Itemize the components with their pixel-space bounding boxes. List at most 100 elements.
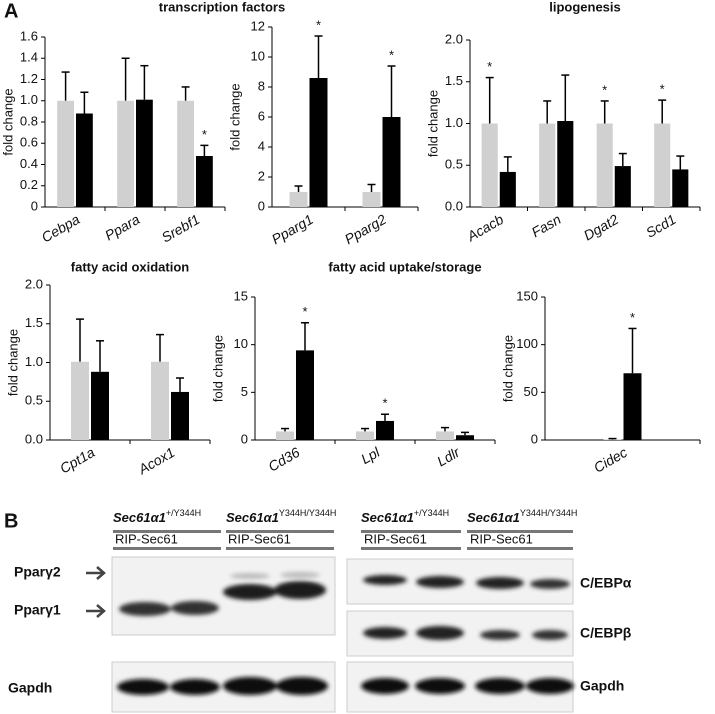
bar [117,100,134,207]
bar [382,117,401,207]
bar [614,166,631,207]
group-bar [113,547,221,550]
bar [499,171,516,207]
group-genotype: Sec61α1Y344H/Y344H [226,508,336,525]
group-genotype: Sec61α1+/Y344H [361,508,449,525]
charts: transcription factors fold change 0 0.2 0.4 0… [0,0,701,478]
arrow [86,566,106,580]
y-tick-label: 0.4 [20,156,38,171]
y-tick-label: 1.0 [25,354,43,369]
bar [171,391,189,440]
bar [672,169,689,207]
group-construct: RIP-Sec61 [115,531,178,546]
bar [91,371,109,440]
y-tick-label: 0 [258,198,265,213]
group-bar [226,547,334,550]
significance-marker: * [302,304,307,319]
bar [57,100,74,207]
bar [309,78,328,207]
y-tick-label: 10 [234,336,248,351]
x-tick-label: Cidec [591,444,630,476]
y-axis-label: fold change [227,83,242,150]
panel-label: A [4,0,18,22]
x-tick-label: Pparg1 [269,211,316,247]
significance-marker: * [660,82,665,97]
significance-marker: * [630,310,635,325]
significance-marker: * [602,82,607,97]
y-tick-label: 8 [258,78,265,93]
y-tick-label: 15 [234,288,248,303]
significance-marker: * [382,396,387,411]
bar [539,123,556,207]
significance-marker: * [316,17,321,32]
y-tick-label: 2.0 [445,31,463,46]
y-tick-label: 12 [251,18,265,33]
chart-title: lipogenesis [549,0,621,14]
bar [436,431,454,440]
bar [136,99,153,207]
group-bar [226,530,334,533]
y-axis-label: fold change [5,329,20,396]
x-tick-label: Dgat2 [581,211,622,244]
y-axis-label: fold change [210,335,225,402]
y-axis-label: fold change [0,88,15,155]
band-label: Pparγ2 [14,564,61,580]
significance-marker: * [487,59,492,74]
y-tick-label: 50 [524,384,538,399]
y-tick-label: 0 [31,198,38,213]
x-tick-label: Scd1 [643,211,679,241]
band-label: C/EBPβ [580,625,632,641]
x-tick-label: Acox1 [135,444,178,478]
bar [289,192,308,207]
y-tick-label: 100 [516,336,538,351]
y-tick-label: 1.5 [25,315,43,330]
y-axis-label: fold change [500,335,515,402]
bar [356,431,374,440]
panel-label: B [4,510,18,532]
group-bar [361,547,461,550]
x-tick-label: Lpl [358,444,383,468]
significance-marker: * [389,47,394,62]
bar [151,361,169,440]
y-tick-label: 1.5 [445,73,463,88]
bar [623,373,642,440]
group-bar [467,530,573,533]
y-tick-label: 0.2 [20,177,38,192]
x-tick-label: Pparg2 [342,211,389,248]
bar [596,123,613,207]
band-label: Pparγ1 [14,602,61,618]
y-tick-label: 150 [516,288,538,303]
x-tick-label: Cd36 [265,444,302,475]
x-tick-label: Ppara [102,211,143,244]
y-tick-label: 0 [531,431,538,446]
group-bar [467,547,573,550]
y-tick-label: 1.4 [20,50,38,65]
bands [117,572,574,695]
y-tick-label: 4 [258,138,265,153]
significance-marker: * [202,127,207,142]
bar [196,156,213,207]
bar [76,113,93,207]
group-genotype: Sec61α1+/Y344H [113,508,201,525]
chart-title: fatty acid uptake/storage [328,259,481,274]
bar [362,192,381,207]
y-tick-label: 1.2 [20,71,38,86]
group-construct: RIP-Sec61 [228,531,291,546]
group-bar [113,530,221,533]
bar [177,100,194,207]
y-tick-label: 5 [241,384,248,399]
x-tick-label: Srebf1 [159,211,203,245]
group-construct: RIP-Sec61 [470,531,533,546]
y-tick-label: 1.6 [20,28,38,43]
group-construct: RIP-Sec61 [364,531,427,546]
bar [376,420,394,440]
y-tick-label: 10 [251,48,265,63]
y-tick-label: 6 [258,108,265,123]
bar [296,350,314,440]
band-label: Gapdh [8,680,52,696]
y-tick-label: 0.0 [445,198,463,213]
x-tick-label: Acacb [464,211,507,245]
y-tick-label: 2 [258,168,265,183]
blot-panel: Sec61α1+/Y344H Sec61α1Y344H/Y344H Sec61α… [8,508,632,713]
